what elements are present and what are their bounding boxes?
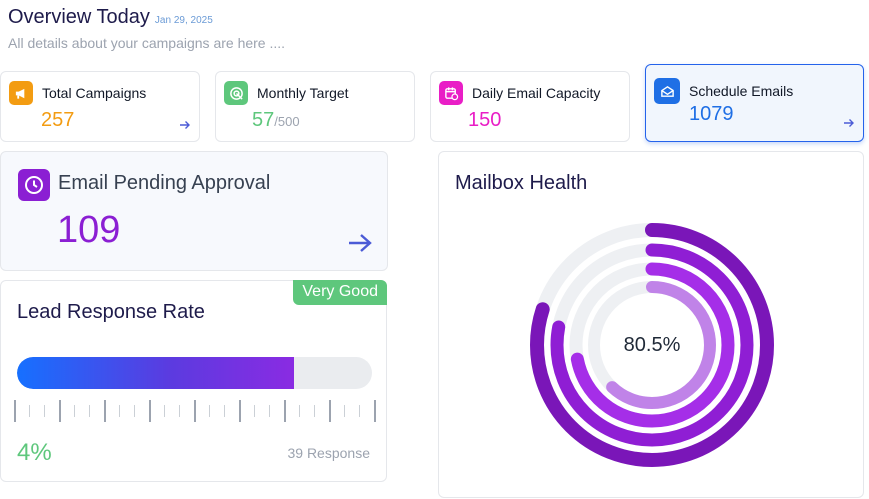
monthly-target-card[interactable]: Monthly Target 57/500 xyxy=(215,71,415,142)
tick-mark xyxy=(14,400,16,422)
tick-mark xyxy=(239,400,241,422)
pending-value: 109 xyxy=(57,209,121,251)
lead-title: Lead Response Rate xyxy=(17,301,205,323)
tick-mark xyxy=(134,405,135,417)
stat-value: 1079 xyxy=(689,103,734,125)
daily-email-capacity-card[interactable]: Daily Email Capacity 150 xyxy=(430,71,630,142)
lead-response-rate-card: Very Good Lead Response Rate 4% 39 Respo… xyxy=(0,280,387,482)
ring-arc xyxy=(569,262,735,428)
arrow-right-icon[interactable] xyxy=(843,117,855,129)
ring-arc xyxy=(588,281,716,409)
progress-bar-fill xyxy=(17,357,294,389)
tick-mark xyxy=(104,400,106,422)
progress-ticks xyxy=(14,398,376,422)
pending-label: Email Pending Approval xyxy=(58,172,271,194)
arrow-right-icon[interactable] xyxy=(347,232,373,254)
tick-mark xyxy=(269,405,270,417)
tick-mark xyxy=(374,400,376,422)
tick-mark xyxy=(74,405,75,417)
stat-label: Monthly Target xyxy=(257,85,349,101)
tick-mark xyxy=(299,405,300,417)
tick-mark xyxy=(359,405,360,417)
mailbox-title: Mailbox Health xyxy=(455,172,588,194)
tick-mark xyxy=(224,405,225,417)
tick-mark xyxy=(44,405,45,417)
total-campaigns-card[interactable]: Total Campaigns 257 xyxy=(0,71,200,142)
stat-value: 57/500 xyxy=(252,109,300,131)
mailbox-health-value: 80.5% xyxy=(623,333,681,356)
stat-value: 150 xyxy=(468,109,502,131)
tick-mark xyxy=(149,400,151,422)
lead-responses: 39 Response xyxy=(287,445,370,461)
progress-bar xyxy=(17,357,372,389)
stat-label: Daily Email Capacity xyxy=(472,85,601,101)
envelope-open-icon xyxy=(654,78,680,104)
tick-mark xyxy=(164,405,165,417)
tick-mark xyxy=(59,400,61,422)
tick-mark xyxy=(29,405,30,417)
stat-label: Total Campaigns xyxy=(42,85,147,101)
page-header: Overview Today Jan 29, 2025 All details … xyxy=(8,6,285,51)
tick-mark xyxy=(209,405,210,417)
megaphone-icon xyxy=(9,81,33,105)
mailbox-health-card: Mailbox Health 80.5% xyxy=(438,151,864,498)
tick-mark xyxy=(314,405,315,417)
stat-label: Schedule Emails xyxy=(689,83,794,99)
ring-arc xyxy=(530,223,774,467)
schedule-emails-card[interactable]: Schedule Emails 1079 xyxy=(645,64,864,142)
page-title: Overview Today xyxy=(8,6,150,28)
arrow-right-icon[interactable] xyxy=(179,119,191,131)
tick-mark xyxy=(254,405,255,417)
page-subtitle: All details about your campaigns are her… xyxy=(8,35,286,51)
mailbox-health-chart xyxy=(530,223,774,467)
lead-percent: 4% xyxy=(17,439,52,466)
ring-arc xyxy=(550,243,754,447)
tick-mark xyxy=(179,405,180,417)
tick-mark xyxy=(194,400,196,422)
target-icon xyxy=(224,81,248,105)
tick-mark xyxy=(284,400,286,422)
clock-icon xyxy=(18,169,50,201)
stat-value: 257 xyxy=(41,109,75,131)
status-badge: Very Good xyxy=(293,280,387,305)
tick-mark xyxy=(89,405,90,417)
tick-mark xyxy=(119,405,120,417)
email-pending-approval-card[interactable]: Email Pending Approval 109 xyxy=(0,151,388,271)
tick-mark xyxy=(344,405,345,417)
calendar-clock-icon xyxy=(439,81,463,105)
tick-mark xyxy=(329,400,331,422)
page-date: Jan 29, 2025 xyxy=(154,15,213,26)
